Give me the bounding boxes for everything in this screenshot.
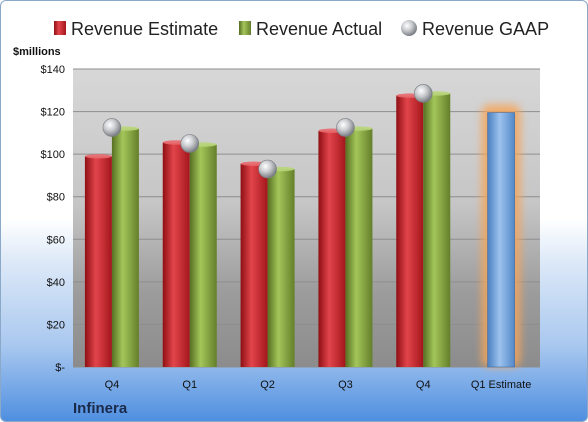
revenue-gaap-marker [336,118,355,137]
x-tick-label: Q4 [105,379,120,391]
y-tick-label: $20 [47,319,65,331]
legend-swatch-revenue-estimate [54,21,66,35]
x-tick-label: Q3 [338,379,353,391]
legend-label-revenue-estimate: Revenue Estimate [71,19,218,39]
revenue-estimate-bar [240,163,268,367]
revenue-estimate-bar [396,95,424,367]
gridlines [73,68,540,368]
bars-group [84,84,521,368]
y-tick-label: $120 [41,107,65,119]
y-tick-label: $- [55,362,65,374]
revenue-actual-bar [423,93,451,367]
plot-area [73,69,540,367]
revenue-actual-bar [345,128,373,367]
x-tick-label: Q1 [182,379,197,391]
revenue-estimate-next-bar [487,112,515,368]
y-tick-label: $40 [47,277,65,289]
revenue-gaap-marker [102,118,122,137]
y-tick-label: $60 [47,234,65,246]
y-tick-label: $100 [41,149,65,161]
x-tick-labels: Q4 Q1 Q2 Q3 Q4 Q1 Estimate [105,379,532,391]
revenue-actual-bar [111,128,139,367]
revenue-gaap-marker [413,84,433,103]
revenue-gaap-marker [258,159,277,179]
x-tick-label: Q2 [260,379,275,391]
legend-label-revenue-gaap: Revenue GAAP [422,19,549,39]
legend-swatch-revenue-gaap [401,20,417,36]
revenue-actual-bar [189,144,217,367]
revenue-estimate-bar [162,142,190,367]
x-tick-label: Q1 Estimate [471,379,532,391]
legend: Revenue Estimate Revenue Actual Revenue … [54,19,549,39]
y-tick-labels: $- $20 $40 $60 $80 $100 $120 $140 [41,64,66,374]
y-axis-unit-label: $millions [13,46,61,58]
x-tick-label: Q4 [416,379,431,391]
revenue-actual-bar [267,169,295,367]
y-tick-label: $80 [47,192,65,204]
legend-swatch-revenue-actual [239,21,251,35]
y-tick-label: $140 [41,64,65,76]
company-name: Infinera [73,400,128,417]
revenue-estimate-bar-top [84,154,112,159]
legend-label-revenue-actual: Revenue Actual [256,19,382,39]
revenue-estimate-bar [84,156,112,367]
revenue-gaap-marker [180,134,200,153]
revenue-estimate-bar [318,130,346,367]
